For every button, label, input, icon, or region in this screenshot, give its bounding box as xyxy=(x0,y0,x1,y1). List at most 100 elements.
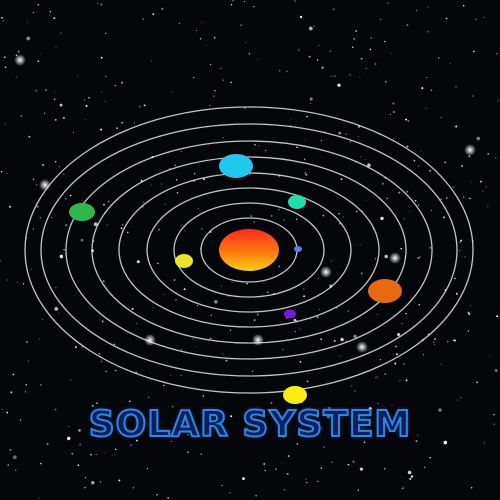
star xyxy=(420,150,422,152)
star xyxy=(266,291,269,294)
star xyxy=(345,133,347,135)
star xyxy=(417,434,419,436)
star xyxy=(400,247,403,250)
star xyxy=(231,281,233,284)
star xyxy=(32,11,35,14)
star xyxy=(472,95,474,97)
star xyxy=(257,59,259,61)
star xyxy=(487,153,489,155)
star xyxy=(360,272,363,275)
planet-2 xyxy=(175,254,193,268)
star xyxy=(418,165,420,167)
star xyxy=(250,215,252,217)
star xyxy=(183,288,186,291)
star xyxy=(151,184,153,186)
star xyxy=(496,52,498,55)
star xyxy=(404,118,407,121)
star xyxy=(363,441,366,444)
star xyxy=(242,477,245,480)
star xyxy=(258,144,260,147)
star xyxy=(187,451,189,454)
star xyxy=(152,13,155,16)
star xyxy=(319,308,321,310)
bright-stars xyxy=(14,54,476,353)
star xyxy=(365,200,367,202)
star xyxy=(281,462,283,464)
star xyxy=(28,135,31,138)
star xyxy=(468,197,471,200)
star xyxy=(460,396,462,399)
sun xyxy=(219,229,279,271)
star xyxy=(220,67,222,69)
star xyxy=(473,50,475,53)
star xyxy=(407,120,410,122)
star xyxy=(370,37,373,39)
star xyxy=(367,163,371,167)
star xyxy=(338,212,340,215)
star xyxy=(192,76,195,79)
star xyxy=(331,461,333,463)
star xyxy=(455,292,458,295)
star xyxy=(141,424,145,428)
star xyxy=(299,361,302,363)
star xyxy=(497,100,499,102)
star xyxy=(375,376,377,379)
star xyxy=(229,329,232,332)
star xyxy=(161,7,164,11)
star xyxy=(470,487,473,489)
star xyxy=(320,467,323,469)
star xyxy=(36,184,38,186)
star xyxy=(283,436,285,438)
star xyxy=(49,14,51,16)
star xyxy=(444,161,447,164)
star xyxy=(244,107,246,109)
star xyxy=(394,362,397,365)
star xyxy=(73,131,75,133)
star xyxy=(202,395,205,397)
star xyxy=(30,268,32,270)
star xyxy=(53,17,56,20)
star xyxy=(41,318,43,320)
star xyxy=(248,52,251,55)
star xyxy=(97,2,99,5)
star xyxy=(43,112,46,114)
star xyxy=(57,312,59,314)
star xyxy=(59,254,64,259)
star xyxy=(60,32,62,34)
star xyxy=(22,283,25,285)
orbit-ring xyxy=(24,106,474,394)
star xyxy=(10,391,13,394)
star xyxy=(299,328,301,330)
star xyxy=(299,15,303,19)
star xyxy=(157,262,159,265)
star xyxy=(305,478,307,480)
star xyxy=(337,83,341,87)
star xyxy=(309,97,313,101)
star xyxy=(369,48,372,51)
star xyxy=(37,60,40,63)
star xyxy=(445,17,448,20)
star xyxy=(322,214,325,217)
star xyxy=(421,87,424,90)
star xyxy=(296,146,298,149)
star xyxy=(17,50,20,53)
star xyxy=(132,487,135,489)
star xyxy=(354,390,356,392)
star xyxy=(158,228,160,231)
star xyxy=(374,63,377,65)
star xyxy=(376,314,379,316)
bright-star xyxy=(356,341,368,353)
star xyxy=(359,244,361,246)
star xyxy=(403,218,405,220)
star xyxy=(83,99,86,101)
star xyxy=(78,429,81,432)
star xyxy=(419,256,421,258)
star xyxy=(105,370,107,373)
star xyxy=(423,354,425,356)
star xyxy=(129,400,131,403)
star xyxy=(6,279,8,281)
star xyxy=(221,484,223,487)
star xyxy=(8,205,12,208)
star xyxy=(91,405,94,407)
star xyxy=(293,318,296,322)
